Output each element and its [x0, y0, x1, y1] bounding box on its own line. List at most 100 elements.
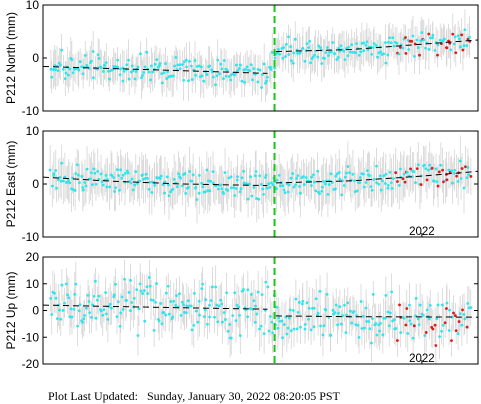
- data-point: [239, 187, 243, 191]
- recent-data-point: [464, 165, 467, 169]
- data-point: [218, 72, 222, 76]
- data-point: [305, 301, 309, 305]
- data-point: [208, 315, 212, 319]
- data-point: [145, 285, 149, 289]
- data-point: [334, 303, 338, 307]
- y-axis: -10 0 10: [22, 124, 478, 244]
- data-point: [186, 299, 190, 303]
- data-point: [435, 317, 439, 321]
- data-point: [165, 77, 169, 80]
- data-point: [415, 38, 419, 42]
- data-point: [78, 303, 82, 307]
- data-point: [160, 322, 164, 326]
- data-point: [411, 336, 415, 340]
- data-point: [200, 287, 204, 291]
- data-point: [222, 192, 225, 195]
- data-point: [335, 172, 339, 176]
- data-point: [50, 75, 54, 79]
- data-point: [386, 183, 390, 187]
- y-tick-label: 10: [26, 0, 40, 12]
- data-point: [365, 40, 369, 44]
- data-point: [333, 311, 337, 314]
- data-point: [54, 68, 57, 72]
- y-tick-label: 0: [32, 304, 39, 318]
- data-point: [303, 323, 307, 326]
- data-point: [264, 176, 267, 179]
- data-point: [84, 306, 88, 310]
- data-point: [206, 322, 209, 326]
- data-point: [338, 177, 342, 181]
- data-point: [261, 187, 265, 191]
- recent-data-point: [427, 32, 431, 36]
- data-point: [448, 308, 451, 312]
- data-point: [303, 59, 307, 63]
- data-point: [384, 172, 388, 176]
- data-point: [287, 183, 291, 187]
- recent-data-point: [457, 320, 461, 323]
- data-point: [390, 290, 394, 294]
- data-point: [192, 323, 196, 327]
- data-point: [81, 72, 85, 76]
- data-point: [96, 169, 100, 173]
- data-point: [153, 62, 157, 66]
- data-point: [105, 185, 109, 189]
- data-point: [233, 73, 236, 77]
- data-point: [316, 311, 320, 315]
- data-point: [283, 191, 287, 195]
- data-point: [469, 306, 473, 309]
- data-point: [278, 52, 282, 56]
- data-point: [282, 46, 286, 49]
- data-point: [219, 298, 223, 302]
- data-point: [458, 312, 462, 316]
- data-point: [268, 186, 272, 189]
- data-point: [61, 179, 65, 183]
- data-point: [107, 77, 111, 81]
- data-point: [375, 164, 378, 168]
- data-point: [179, 314, 183, 317]
- data-point: [318, 192, 321, 196]
- data-point: [299, 325, 302, 329]
- data-point: [390, 186, 394, 190]
- data-point: [231, 314, 235, 318]
- data-point: [447, 329, 451, 332]
- data-point: [119, 67, 122, 71]
- data-point: [395, 41, 399, 45]
- data-point: [110, 306, 113, 310]
- data-point: [155, 58, 159, 62]
- data-point: [287, 35, 290, 39]
- data-point: [295, 327, 299, 331]
- data-point: [90, 183, 94, 187]
- data-point: [465, 44, 469, 48]
- data-point: [188, 59, 192, 63]
- data-point: [72, 307, 76, 311]
- data-point: [131, 69, 135, 73]
- data-point: [389, 311, 392, 315]
- trend-line-post: [275, 39, 478, 53]
- data-point: [207, 179, 210, 183]
- data-point: [159, 177, 162, 180]
- data-point: [55, 317, 59, 321]
- recent-data-point: [454, 51, 458, 55]
- recent-data-point: [405, 307, 409, 310]
- data-point: [160, 81, 164, 85]
- data-point: [70, 58, 74, 62]
- data-point: [52, 291, 56, 295]
- recent-data-point: [451, 32, 455, 36]
- data-point: [433, 48, 437, 52]
- data-point: [389, 181, 393, 185]
- data-point: [227, 176, 231, 180]
- data-point: [194, 73, 198, 77]
- data-point: [311, 55, 315, 59]
- data-point: [114, 282, 117, 286]
- data-point: [189, 64, 193, 68]
- data-point: [251, 78, 254, 82]
- data-point: [456, 34, 460, 37]
- data-point: [147, 187, 151, 191]
- data-point: [347, 45, 350, 49]
- data-point: [229, 73, 233, 77]
- data-point: [265, 79, 268, 83]
- data-point: [60, 283, 64, 287]
- x-tick-label: 2022: [409, 226, 435, 238]
- data-point: [236, 175, 239, 179]
- data-point: [63, 77, 67, 81]
